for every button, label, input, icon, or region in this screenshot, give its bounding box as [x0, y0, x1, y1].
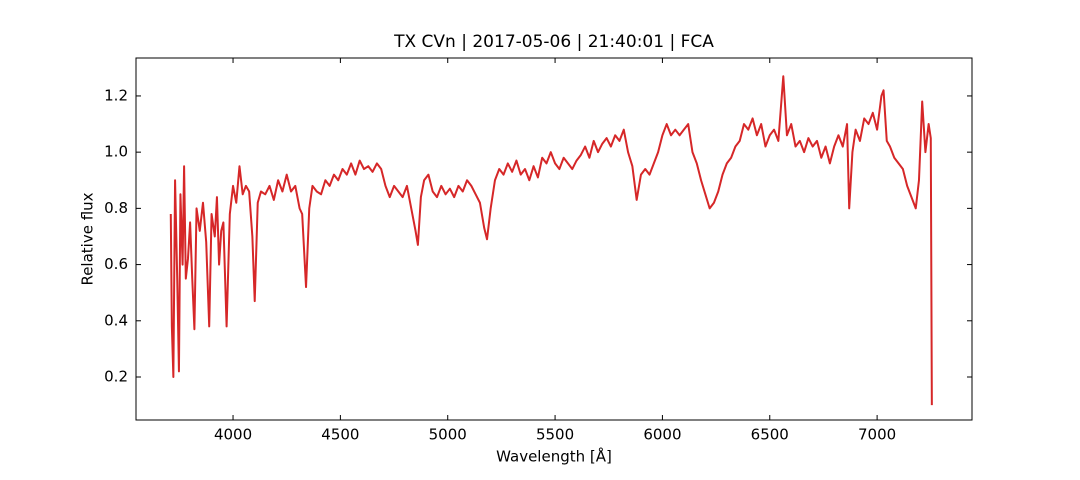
y-tick-label: 0.6: [104, 255, 128, 273]
y-axis-label: Relative flux: [79, 192, 97, 285]
x-axis-label: Wavelength [Å]: [496, 447, 612, 466]
chart-title: TX CVn | 2017-05-06 | 21:40:01 | FCA: [393, 32, 714, 52]
x-tick-label: 4000: [214, 426, 252, 444]
y-tick-label: 0.4: [104, 311, 128, 329]
x-tick-label: 5500: [536, 426, 574, 444]
y-tick-label: 0.8: [104, 199, 128, 217]
x-tick-label: 4500: [321, 426, 359, 444]
spectrum-line: [169, 75, 933, 406]
x-tick-label: 7000: [858, 426, 896, 444]
y-tick-label: 0.2: [104, 367, 128, 385]
x-tick-label: 6500: [751, 426, 789, 444]
y-tick-label: 1.2: [104, 86, 128, 104]
y-tick-label: 1.0: [104, 143, 128, 161]
plot-frame: [135, 57, 973, 421]
x-tick-label: 5000: [429, 426, 467, 444]
x-tick-label: 6000: [643, 426, 681, 444]
